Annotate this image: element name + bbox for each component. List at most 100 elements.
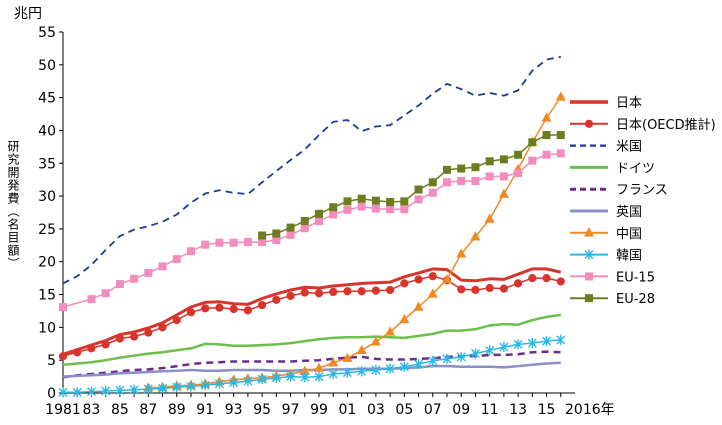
data-point [271, 372, 281, 383]
y-tick-label: 20 [38, 255, 56, 271]
data-point [342, 367, 352, 378]
data-point [172, 255, 181, 264]
x-tick-label: 1981 [45, 402, 81, 418]
series-line [63, 339, 561, 394]
y-tick-label: 15 [38, 288, 56, 304]
x-tick-label: 83 [83, 402, 101, 418]
y-tick-label: 0 [47, 386, 56, 402]
x-tick-label: 89 [168, 402, 186, 418]
data-point [528, 274, 537, 283]
data-point [386, 205, 395, 214]
data-point [556, 277, 565, 286]
data-point [484, 213, 495, 223]
data-point [144, 268, 153, 277]
data-point [386, 197, 395, 206]
data-point [300, 224, 309, 233]
data-point [443, 178, 451, 187]
data-point [471, 163, 480, 172]
data-point [371, 204, 380, 213]
data-point [371, 365, 381, 376]
series-7 [58, 334, 566, 398]
series-line [261, 134, 561, 237]
legend-label: 英国 [616, 205, 642, 220]
data-point [556, 334, 566, 345]
legend-label: 韓国 [616, 249, 642, 264]
data-point [343, 205, 352, 214]
data-point [201, 240, 210, 249]
data-point [527, 338, 537, 349]
data-point [315, 209, 323, 218]
series-2 [62, 56, 561, 285]
data-point [385, 326, 396, 336]
legend-label: フランス [616, 183, 668, 198]
data-point [58, 352, 68, 361]
data-point [357, 194, 366, 203]
data-point [87, 295, 96, 304]
y-axis-title: 研究開発費（名目額） [6, 140, 20, 270]
data-point [158, 383, 168, 394]
y-tick-label: 30 [38, 189, 56, 205]
data-point [243, 306, 252, 315]
data-point [470, 231, 481, 241]
data-point [73, 348, 82, 357]
x-tick-label: 11 [481, 402, 499, 418]
data-point [555, 91, 566, 101]
data-point [400, 205, 409, 214]
x-tick-label: 05 [395, 402, 413, 418]
data-point [399, 361, 409, 372]
data-point [328, 357, 339, 367]
x-tick-label: 07 [424, 402, 442, 418]
data-point [129, 384, 139, 395]
data-point [243, 238, 252, 247]
data-point [115, 385, 125, 396]
data-point [158, 323, 167, 332]
data-point [498, 188, 509, 198]
legend-marker [584, 249, 594, 260]
data-point [356, 344, 367, 355]
data-point [187, 247, 195, 256]
data-point [143, 384, 153, 395]
data-point [328, 368, 338, 379]
data-point [542, 150, 551, 159]
data-point [457, 176, 466, 185]
data-point [499, 172, 508, 181]
data-point [186, 381, 196, 392]
x-tick-label: 93 [225, 402, 243, 418]
data-point [385, 363, 395, 374]
data-point [130, 274, 139, 283]
data-point [144, 328, 153, 337]
y-tick-label: 50 [38, 58, 56, 74]
data-point [485, 172, 494, 181]
data-point [442, 353, 452, 364]
data-point [101, 386, 111, 397]
data-point [200, 380, 210, 391]
series-3 [62, 313, 561, 367]
data-point [300, 217, 309, 226]
data-point [470, 348, 480, 359]
legend-label: 米国 [616, 140, 642, 155]
data-point [272, 236, 281, 245]
data-point [258, 238, 267, 247]
data-point [300, 372, 310, 383]
data-point [357, 202, 366, 211]
data-point [342, 352, 353, 362]
legend-label: EU-28 [616, 292, 655, 307]
data-point [58, 387, 68, 398]
legend-marker [585, 272, 593, 281]
y-tick-label: 40 [38, 123, 56, 139]
y-tick-label: 55 [38, 25, 56, 41]
data-point [400, 279, 409, 288]
data-point [485, 283, 494, 293]
data-point [485, 345, 495, 356]
data-point [471, 176, 480, 185]
data-point [413, 301, 424, 311]
data-point [514, 279, 523, 288]
y-tick-label: 10 [38, 320, 56, 336]
data-point [414, 195, 423, 204]
data-point [172, 316, 181, 325]
data-point [371, 286, 380, 295]
data-point [186, 308, 196, 317]
data-point [329, 210, 338, 219]
data-point [428, 188, 437, 197]
